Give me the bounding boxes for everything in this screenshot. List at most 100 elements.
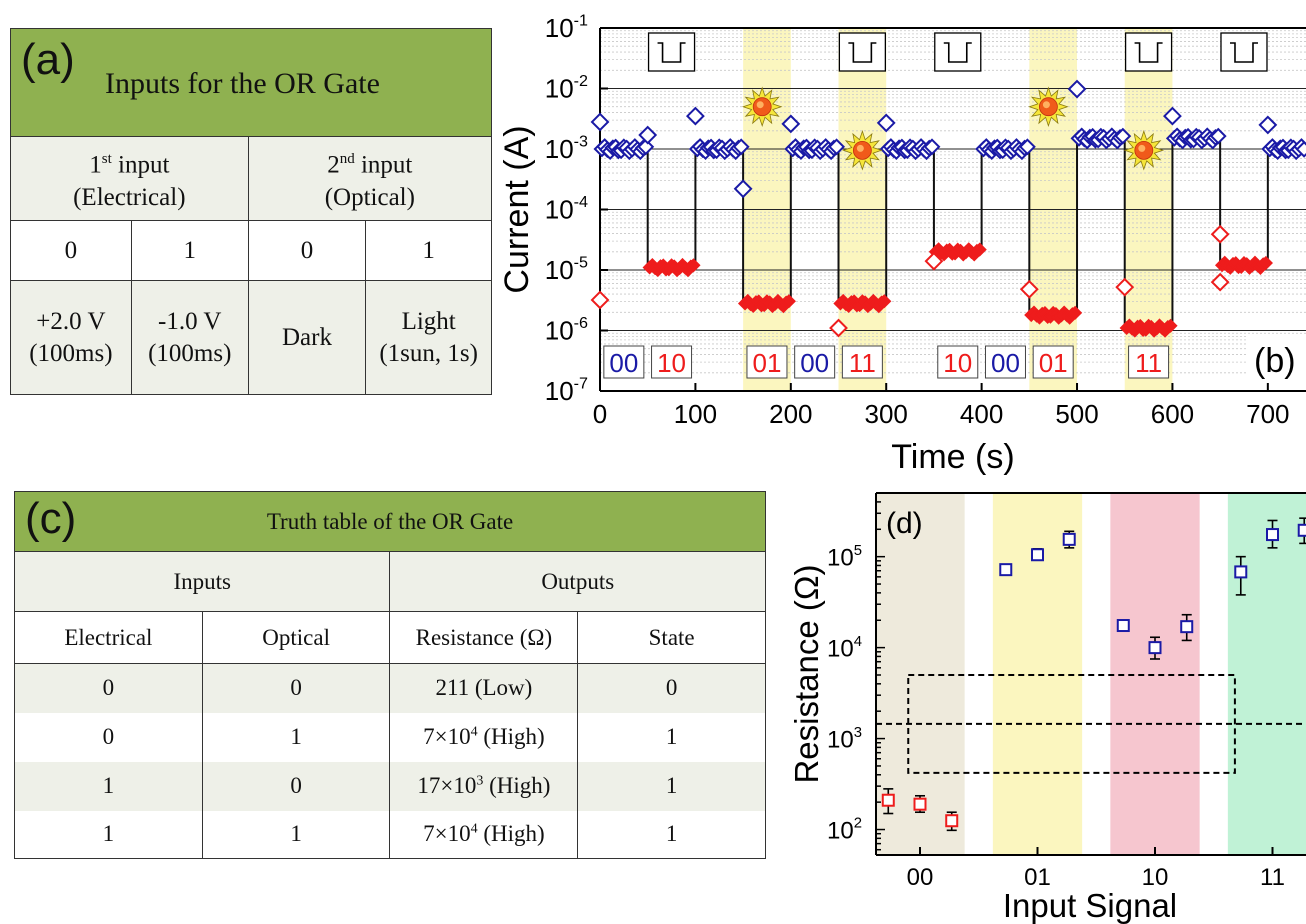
data-point-low (1019, 138, 1036, 156)
sun-icon (1123, 130, 1165, 171)
input-state-box (651, 345, 693, 379)
input-state-label: 10 (651, 345, 693, 379)
spike-point (829, 318, 848, 338)
spike-point (781, 114, 801, 134)
input-state-box (746, 345, 788, 379)
x-tick-label: 300 (865, 399, 908, 429)
input-state-text: 01 (752, 348, 781, 378)
x-axis-title: Input Signal (1003, 887, 1177, 924)
cell-optical: 0 (201, 663, 391, 713)
data-point (881, 793, 895, 807)
square-pulse-icon (838, 32, 887, 72)
panel-a-label: (a) (21, 35, 75, 84)
cell-resistance: 7×104 (High) (389, 712, 579, 762)
x-tick-label: 500 (1055, 399, 1098, 429)
x-tick-label: 10 (1142, 864, 1169, 891)
inputs-table-header: (a) Inputs for the OR Gate (10, 28, 492, 137)
sun-highlight (856, 144, 864, 152)
truth-table: (c) Truth table of the OR Gate Inputs Ou… (13, 491, 766, 859)
outputs-group-header: Outputs (389, 551, 766, 612)
data-point-high (1258, 255, 1273, 271)
pulse-icon-wave (848, 42, 877, 63)
cell-resistance: 211 (Low) (389, 663, 579, 713)
truth-table-title: Truth table of the OR Gate (266, 508, 514, 534)
input-state-text: 00 (609, 348, 638, 378)
panel-d-label: (d) (886, 507, 923, 540)
data-point-low (1295, 140, 1306, 158)
current-time-chart: 10-110-210-310-410-510-610-70 100 200 300 40… (498, 11, 1306, 476)
data-point (1116, 619, 1130, 633)
inputs-table-title: Inputs for the OR Gate (105, 67, 380, 100)
input-state-text: 00 (800, 348, 829, 378)
panel-c-label: (c) (25, 494, 77, 543)
inputs-group-header: Inputs (13, 551, 391, 612)
cell-electrical: 0 (14, 712, 203, 762)
data-point-high (1068, 305, 1083, 320)
input-state-label: 10 (937, 345, 979, 379)
y-tick-label: 102 (827, 816, 862, 845)
data-point (1180, 620, 1194, 634)
column-header: Optical (201, 611, 391, 664)
square-pulse-icon (1124, 32, 1173, 72)
data-point-high (781, 294, 796, 309)
input-state-box (794, 345, 836, 379)
column-header: Electrical (14, 611, 203, 664)
panel-b-label-bg (1248, 336, 1306, 382)
spike-point (1115, 277, 1135, 297)
data-point (1148, 641, 1162, 655)
y-tick-label: 10-3 (545, 132, 588, 164)
data-point (1031, 548, 1044, 562)
spike-point (685, 106, 705, 126)
sun-highlight (756, 101, 764, 109)
x-tick-label: 0 (593, 399, 607, 429)
input-state-label: 11 (1128, 345, 1170, 379)
cell-state: 1 (577, 712, 766, 762)
x-tick-label: 700 (1246, 399, 1289, 429)
spike-point (733, 179, 753, 199)
spike-point (638, 125, 658, 145)
spike-point (924, 251, 944, 271)
input-state-box (984, 345, 1026, 379)
sun-icon (842, 130, 883, 171)
pulse-icon-frame (1220, 32, 1268, 72)
spike-point (1019, 279, 1039, 299)
x-tick-label: 01 (1024, 864, 1051, 891)
spike-point (590, 112, 610, 132)
x-axis-title: Time (s) (891, 438, 1014, 476)
inputs-table: (a) Inputs for the OR Gate 1st input (El… (10, 28, 493, 395)
x-tick-label: 600 (1151, 399, 1194, 429)
cell-resistance: 17×103 (High) (389, 761, 579, 811)
cell-optical: 0 (201, 761, 391, 811)
cell-optical: 1 (201, 810, 391, 859)
input-state-label: 01 (1032, 345, 1074, 379)
table-row: 1 0 17×103 (High) 1 (14, 761, 766, 811)
second-input-header: 2nd input (Optical) (247, 136, 493, 221)
sun-highlight (1042, 101, 1050, 109)
data-point (1062, 532, 1076, 546)
sun-icon (1028, 86, 1069, 127)
input-state-label: 01 (746, 345, 788, 379)
data-point-low (1114, 127, 1132, 145)
x-tick-label: 100 (674, 399, 717, 429)
input-state-box (841, 345, 883, 379)
data-point-low (828, 138, 846, 156)
data-point-low (1209, 127, 1227, 145)
square-pulse-icon (934, 32, 982, 72)
resistance-chart: 102 103 104 105 00 01 10 11 Input Signal Resistan… (788, 492, 1306, 924)
input-state-text: 01 (1039, 348, 1068, 378)
x-tick-label: 00 (907, 864, 934, 891)
y-tick-label: 104 (827, 634, 862, 663)
input-state-text: 00 (991, 348, 1020, 378)
input-state-label: 00 (984, 345, 1026, 379)
category-band (1110, 493, 1200, 855)
x-tick-label: 200 (769, 399, 812, 429)
spike-point (1163, 106, 1182, 126)
sun-highlight (1138, 144, 1146, 152)
input-value-cell: 0 (10, 220, 132, 281)
panel-b-label: (b) (1254, 342, 1296, 380)
cell-electrical: 1 (14, 810, 203, 859)
truth-table-header: (c) Truth table of the OR Gate (14, 491, 766, 552)
cell-optical: 1 (201, 712, 391, 762)
first-input-header: 1st input (Electrical) (10, 136, 249, 221)
data-point-high (1163, 318, 1178, 333)
